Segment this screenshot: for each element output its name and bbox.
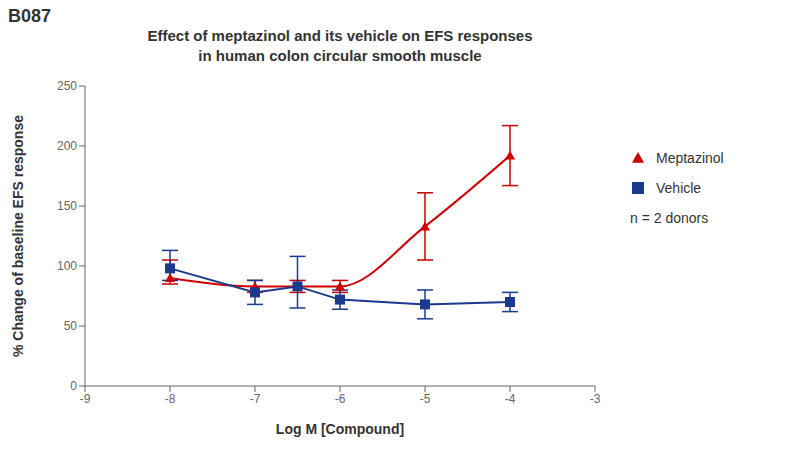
svg-text:50: 50 — [64, 319, 78, 333]
svg-text:-8: -8 — [165, 392, 176, 406]
svg-text:200: 200 — [57, 139, 77, 153]
svg-text:100: 100 — [57, 259, 77, 273]
svg-text:-9: -9 — [80, 392, 91, 406]
svg-text:-3: -3 — [590, 392, 601, 406]
svg-text:150: 150 — [57, 199, 77, 213]
html-text:B087: B087 — [8, 6, 51, 26]
svg-text:% Change of baseline EFS respo: % Change of baseline EFS response — [10, 115, 26, 357]
svg-text:-6: -6 — [335, 392, 346, 406]
html-text:Meptazinol: Meptazinol — [656, 150, 724, 166]
svg-text:-4: -4 — [505, 392, 516, 406]
svg-text:0: 0 — [70, 379, 77, 393]
svg-text:250: 250 — [57, 79, 77, 93]
svg-text:Log M [Compound]: Log M [Compound] — [276, 421, 404, 437]
html-text:Vehicle: Vehicle — [656, 180, 702, 196]
html-text:Effect of meptazinol and its v: Effect of meptazinol and its vehicle on … — [147, 27, 533, 64]
html-text:n = 2 donors: n = 2 donors — [630, 210, 709, 226]
svg-text:-5: -5 — [420, 392, 431, 406]
svg-text:-7: -7 — [250, 392, 261, 406]
